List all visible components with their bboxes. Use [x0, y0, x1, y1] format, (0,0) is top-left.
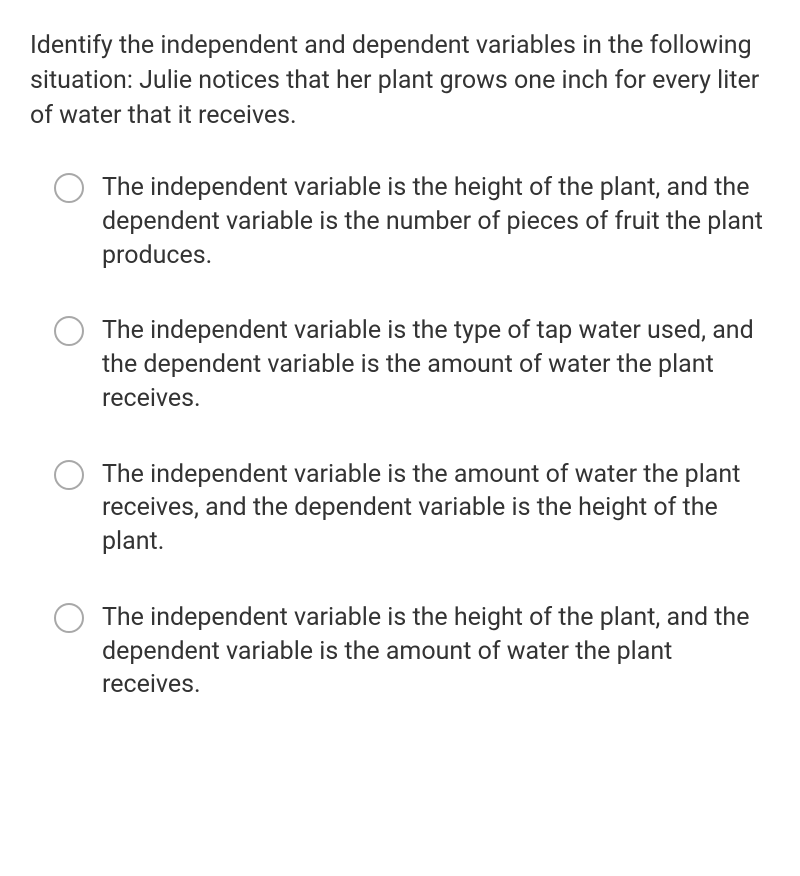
- option-label: The independent variable is the height o…: [102, 601, 770, 702]
- option-1[interactable]: The independent variable is the height o…: [54, 171, 770, 272]
- option-3[interactable]: The independent variable is the amount o…: [54, 458, 770, 559]
- option-label: The independent variable is the type of …: [102, 314, 770, 415]
- option-label: The independent variable is the amount o…: [102, 458, 770, 559]
- radio-icon[interactable]: [54, 316, 84, 346]
- options-list: The independent variable is the height o…: [30, 171, 770, 702]
- option-4[interactable]: The independent variable is the height o…: [54, 601, 770, 702]
- question-prompt: Identify the independent and dependent v…: [30, 28, 770, 133]
- radio-icon[interactable]: [54, 603, 84, 633]
- option-label: The independent variable is the height o…: [102, 171, 770, 272]
- radio-icon[interactable]: [54, 173, 84, 203]
- radio-icon[interactable]: [54, 460, 84, 490]
- option-2[interactable]: The independent variable is the type of …: [54, 314, 770, 415]
